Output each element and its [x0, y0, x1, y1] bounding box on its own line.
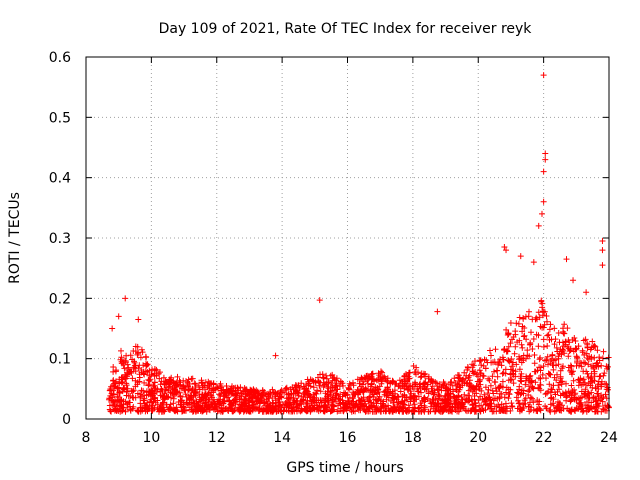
x-tick-label: 12: [208, 430, 226, 446]
outlier-point: [583, 289, 590, 296]
x-tick-label: 8: [82, 430, 91, 446]
x-tick-label: 18: [404, 430, 422, 446]
x-tick-label: 22: [535, 430, 553, 446]
outlier-point: [135, 316, 142, 323]
outlier-point: [542, 150, 549, 157]
outlier-point: [599, 238, 606, 245]
outlier-point: [563, 256, 570, 263]
y-tick-label: 0.3: [49, 231, 71, 247]
x-tick-label: 16: [339, 430, 357, 446]
outlier-point: [530, 259, 537, 266]
outlier-point: [316, 297, 323, 304]
axis-ticks: 8 10 12 14 16 18 20 22 24 0 0.1 0.2 0.3 0.4 0.5 0.6: [49, 50, 618, 446]
x-axis-label: GPS time / hours: [286, 460, 403, 476]
y-tick-label: 0.2: [49, 291, 71, 307]
outlier-point: [109, 325, 116, 332]
y-tick-label: 0.6: [49, 50, 71, 66]
y-tick-label: 0.1: [49, 352, 71, 368]
outlier-point: [540, 168, 547, 175]
outlier-point: [501, 244, 508, 251]
outlier-point: [272, 352, 279, 359]
outlier-point: [115, 313, 122, 320]
x-tick-label: 24: [600, 430, 618, 446]
outlier-point: [540, 198, 547, 205]
data-points: [106, 72, 612, 415]
outlier-point: [122, 295, 129, 302]
y-tick-label: 0.4: [49, 171, 71, 187]
outlier-point: [599, 262, 606, 269]
x-tick-label: 10: [142, 430, 160, 446]
grid-lines: [86, 57, 609, 419]
chart-title: Day 109 of 2021, Rate Of TEC Index for r…: [159, 21, 533, 37]
y-axis-label: ROTI / TECUs: [7, 192, 23, 284]
x-tick-label: 14: [273, 430, 291, 446]
x-tick-label: 20: [469, 430, 487, 446]
outlier-point: [517, 253, 524, 260]
outlier-point: [542, 156, 549, 163]
outlier-point: [538, 210, 545, 217]
outlier-point: [535, 222, 542, 229]
scatter-points: [106, 297, 612, 415]
y-tick-label: 0.5: [49, 110, 71, 126]
outlier-point: [599, 247, 606, 254]
outlier-point: [570, 277, 577, 284]
y-tick-label: 0: [62, 412, 71, 428]
outlier-point: [503, 247, 510, 254]
outlier-point: [434, 308, 441, 315]
outlier-point: [540, 72, 547, 79]
